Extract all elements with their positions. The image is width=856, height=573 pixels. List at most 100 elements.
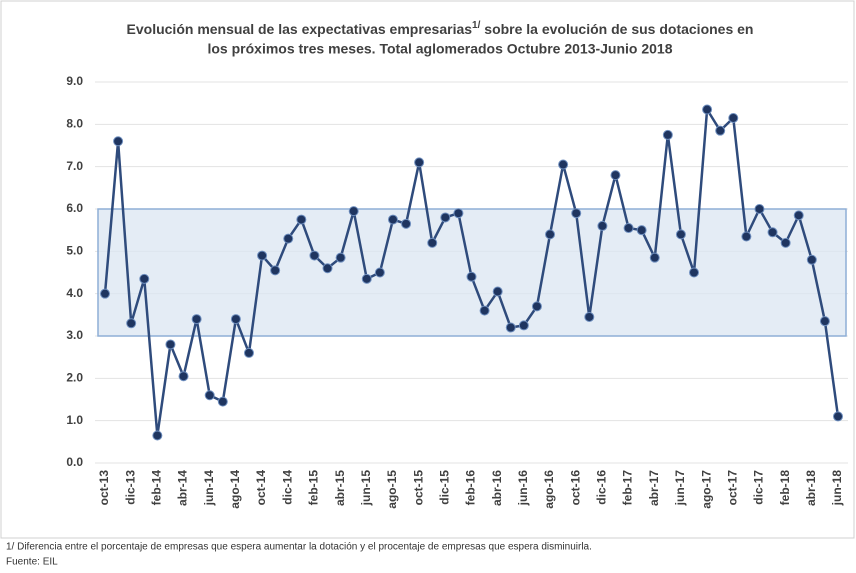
data-point xyxy=(806,254,817,265)
data-point xyxy=(348,206,359,217)
y-tick-label: 3.0 xyxy=(66,328,83,342)
data-point xyxy=(387,214,398,225)
x-tick-label: ago-14 xyxy=(228,470,242,509)
data-point xyxy=(361,273,372,284)
data-point xyxy=(139,273,150,284)
x-tick-label: dic-17 xyxy=(752,470,766,505)
data-point xyxy=(819,316,830,327)
data-point xyxy=(571,208,582,219)
data-point xyxy=(649,252,660,263)
data-point xyxy=(178,371,189,382)
x-tick-label: abr-15 xyxy=(333,470,347,506)
x-tick-label: jun-14 xyxy=(202,470,216,507)
data-point xyxy=(152,430,163,441)
data-point xyxy=(833,411,843,422)
x-tick-label: jun-15 xyxy=(359,470,373,507)
y-tick-label: 6.0 xyxy=(66,201,83,215)
data-point xyxy=(374,267,385,278)
data-point xyxy=(453,208,464,219)
data-point xyxy=(715,125,726,136)
data-point xyxy=(466,271,477,282)
data-point xyxy=(558,159,569,170)
x-tick-label: abr-18 xyxy=(804,470,818,506)
y-tick-label: 1.0 xyxy=(66,413,83,427)
x-tick-label: feb-16 xyxy=(464,470,478,506)
y-tick-label: 2.0 xyxy=(66,371,83,385)
y-tick-label: 5.0 xyxy=(66,244,83,258)
x-tick-label: ago-15 xyxy=(385,470,399,509)
title-part: Evolución mensual de las expectativas em… xyxy=(127,21,473,37)
x-tick-label: dic-13 xyxy=(123,470,137,505)
data-point xyxy=(126,318,137,329)
x-tick-label: feb-17 xyxy=(621,470,635,506)
x-tick-label: ago-17 xyxy=(699,470,713,509)
source: Fuente: EIL xyxy=(6,557,58,568)
data-point xyxy=(754,204,765,214)
data-point xyxy=(414,157,425,168)
x-tick-label: oct-13 xyxy=(97,470,111,506)
data-point xyxy=(545,229,556,240)
data-point xyxy=(479,305,490,316)
x-tick-label: dic-15 xyxy=(437,470,451,505)
chart-title: los próximos tres meses. Total aglomerad… xyxy=(207,41,672,57)
y-tick-label: 9.0 xyxy=(66,74,83,88)
data-point xyxy=(793,210,804,221)
x-tick-label: oct-15 xyxy=(411,470,425,506)
data-point xyxy=(322,263,333,274)
data-point xyxy=(427,237,438,248)
data-point xyxy=(584,311,595,322)
data-point xyxy=(702,104,713,115)
data-point xyxy=(283,233,294,244)
data-point xyxy=(531,301,542,312)
data-point xyxy=(296,214,307,225)
x-tick-label: abr-17 xyxy=(647,470,661,506)
y-tick-label: 4.0 xyxy=(66,286,83,300)
data-point xyxy=(662,129,673,140)
data-point xyxy=(230,314,241,325)
y-tick-label: 0.0 xyxy=(66,455,83,469)
x-tick-label: oct-17 xyxy=(725,470,739,506)
data-point xyxy=(309,250,320,261)
data-point xyxy=(623,223,634,234)
chart-title: Evolución mensual de las expectativas em… xyxy=(127,20,754,37)
data-point xyxy=(113,136,124,147)
data-point xyxy=(689,267,700,278)
x-tick-label: abr-14 xyxy=(176,470,190,506)
x-tick-label: jun-18 xyxy=(830,470,844,507)
data-point xyxy=(165,339,176,350)
x-tick-label: oct-14 xyxy=(254,470,268,506)
data-point xyxy=(675,229,686,240)
data-point xyxy=(204,390,215,401)
x-tick-label: feb-14 xyxy=(150,470,164,506)
data-point xyxy=(492,286,503,297)
data-point xyxy=(610,170,621,181)
data-point xyxy=(217,396,228,407)
x-tick-label: dic-14 xyxy=(280,470,294,505)
data-point xyxy=(518,320,529,331)
title-part: sobre la evolución de sus dotaciones en xyxy=(480,21,753,37)
y-tick-label: 7.0 xyxy=(66,159,83,173)
x-tick-label: jun-16 xyxy=(516,470,530,507)
data-point xyxy=(100,288,110,299)
x-tick-label: abr-16 xyxy=(490,470,504,506)
data-point xyxy=(741,231,752,242)
data-point xyxy=(728,112,739,123)
x-tick-label: jun-17 xyxy=(673,470,687,507)
data-point xyxy=(243,347,254,358)
y-tick-label: 8.0 xyxy=(66,117,83,131)
data-point xyxy=(335,252,346,263)
data-point xyxy=(257,250,268,261)
data-point xyxy=(270,265,281,276)
data-point xyxy=(597,220,608,231)
data-point xyxy=(636,225,647,236)
data-point xyxy=(191,314,202,325)
data-point xyxy=(401,218,412,229)
x-tick-label: oct-16 xyxy=(568,470,582,506)
x-tick-label: dic-16 xyxy=(595,470,609,505)
x-tick-label: feb-18 xyxy=(778,470,792,506)
footnote: 1/ Diferencia entre el porcentaje de emp… xyxy=(6,542,592,553)
data-point xyxy=(780,237,791,248)
data-point xyxy=(440,212,451,223)
data-point xyxy=(767,227,778,238)
